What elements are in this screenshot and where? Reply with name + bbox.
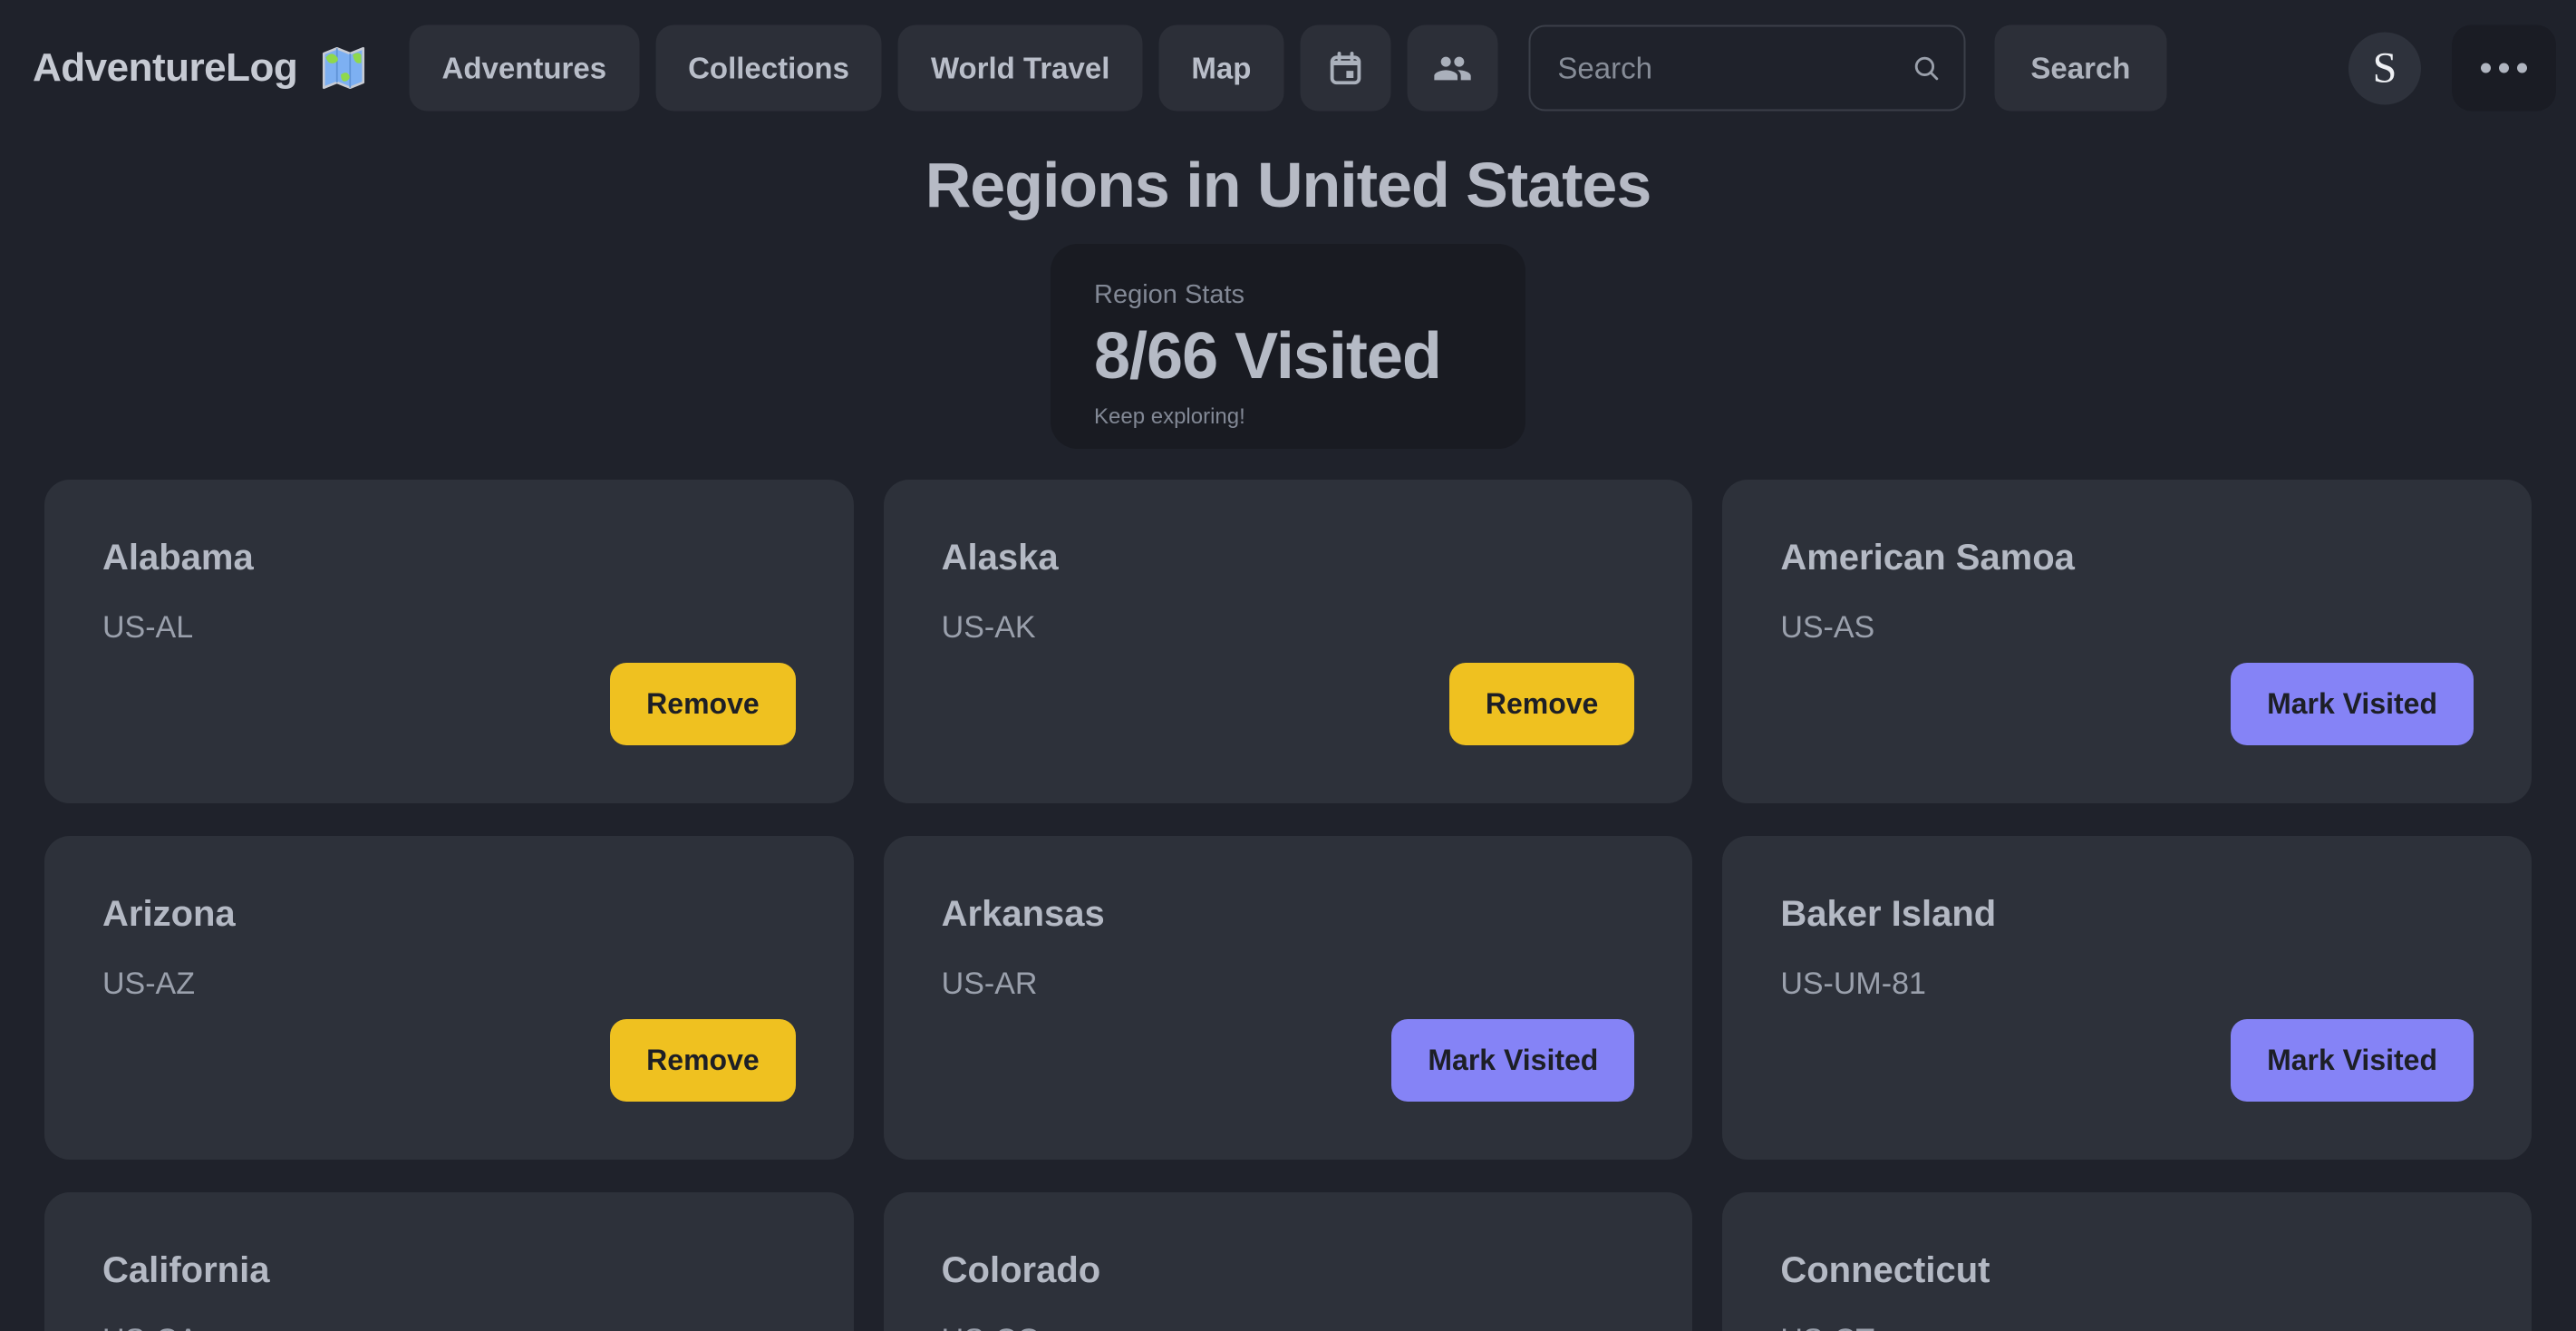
nav-link-map[interactable]: Map xyxy=(1158,24,1284,112)
app-logo[interactable]: AdventureLog xyxy=(33,42,370,94)
region-card-actions: Remove xyxy=(102,663,796,745)
nav-link-world-travel[interactable]: World Travel xyxy=(897,24,1143,112)
search-button[interactable]: Search xyxy=(1994,24,2167,112)
region-name: American Samoa xyxy=(1780,538,2075,578)
remove-button[interactable]: Remove xyxy=(610,1019,796,1102)
region-code: US-UM-81 xyxy=(1780,967,1926,1001)
menu-button[interactable] xyxy=(2452,24,2556,112)
region-card: Alaska US-AK Remove xyxy=(883,480,1693,803)
region-code: US-AS xyxy=(1780,610,1875,645)
calendar-button[interactable] xyxy=(1300,24,1391,112)
mark-visited-button[interactable]: Mark Visited xyxy=(1391,1019,1635,1102)
region-card: Colorado US-CO xyxy=(883,1192,1693,1331)
region-card: American Samoa US-AS Mark Visited xyxy=(1722,480,2532,803)
region-code: US-AR xyxy=(941,967,1038,1001)
main-content: Regions in United States Region Stats 8/… xyxy=(0,151,2576,1331)
region-name: Connecticut xyxy=(1780,1250,1990,1290)
mark-visited-button[interactable]: Mark Visited xyxy=(2231,1019,2474,1102)
nav-link-collections[interactable]: Collections xyxy=(655,24,882,112)
users-icon xyxy=(1432,48,1472,88)
region-code: US-CT xyxy=(1780,1323,2474,1331)
region-name: California xyxy=(102,1250,270,1290)
remove-button[interactable]: Remove xyxy=(610,663,796,745)
mark-visited-button[interactable]: Mark Visited xyxy=(2231,663,2474,745)
region-card: Baker Island US-UM-81 Mark Visited xyxy=(1722,836,2532,1160)
page-title: Regions in United States xyxy=(925,150,1652,220)
ellipsis-icon xyxy=(2481,63,2491,73)
region-card-actions: Remove xyxy=(102,1019,796,1102)
region-name: Baker Island xyxy=(1780,894,1997,934)
nav-links: Adventures Collections World Travel Map xyxy=(409,24,1284,112)
stats-label: Region Stats xyxy=(1094,280,1245,309)
search-input[interactable] xyxy=(1528,24,1966,112)
map-icon xyxy=(317,42,370,94)
region-name: Alaska xyxy=(941,538,1059,578)
region-card: Arkansas US-AR Mark Visited xyxy=(883,836,1693,1160)
calendar-icon xyxy=(1326,49,1364,87)
region-card: Alabama US-AL Remove xyxy=(44,480,854,803)
region-card-actions: Mark Visited xyxy=(942,1019,1635,1102)
region-code: US-CA xyxy=(102,1323,796,1331)
stats-subtext: Keep exploring! xyxy=(1094,404,1245,429)
region-card-actions: Mark Visited xyxy=(1780,1019,2474,1102)
stats-value: 8/66 Visited xyxy=(1094,320,1442,393)
region-card-actions: Remove xyxy=(942,663,1635,745)
region-code: US-AZ xyxy=(102,967,195,1001)
navbar: AdventureLog Adventures Collections World … xyxy=(0,0,2576,136)
region-code: US-AK xyxy=(941,610,1036,645)
region-name: Colorado xyxy=(941,1250,1101,1290)
search-wrap xyxy=(1528,24,1966,112)
region-name: Arkansas xyxy=(941,894,1105,934)
region-card-actions: Mark Visited xyxy=(1780,663,2474,745)
avatar-initial: S xyxy=(2372,44,2397,92)
region-card: California US-CA xyxy=(44,1192,854,1331)
region-code: US-AL xyxy=(102,610,194,645)
regions-grid: Alabama US-AL Remove Alaska US-AK Remove… xyxy=(0,480,2576,1331)
region-card: Connecticut US-CT xyxy=(1722,1192,2532,1331)
nav-center: Adventures Collections World Travel Map xyxy=(409,24,2167,112)
remove-button[interactable]: Remove xyxy=(1448,663,1635,745)
region-card: Arizona US-AZ Remove xyxy=(44,836,854,1160)
avatar[interactable]: S xyxy=(2348,32,2421,104)
nav-link-adventures[interactable]: Adventures xyxy=(409,24,640,112)
region-stats-card: Region Stats 8/66 Visited Keep exploring… xyxy=(1051,244,1525,449)
app-title: AdventureLog xyxy=(33,45,298,90)
region-name: Alabama xyxy=(102,538,254,578)
nav-right: S xyxy=(2348,24,2556,112)
region-name: Arizona xyxy=(102,894,236,934)
region-code: US-CO xyxy=(942,1323,1635,1331)
users-button[interactable] xyxy=(1407,24,1498,112)
